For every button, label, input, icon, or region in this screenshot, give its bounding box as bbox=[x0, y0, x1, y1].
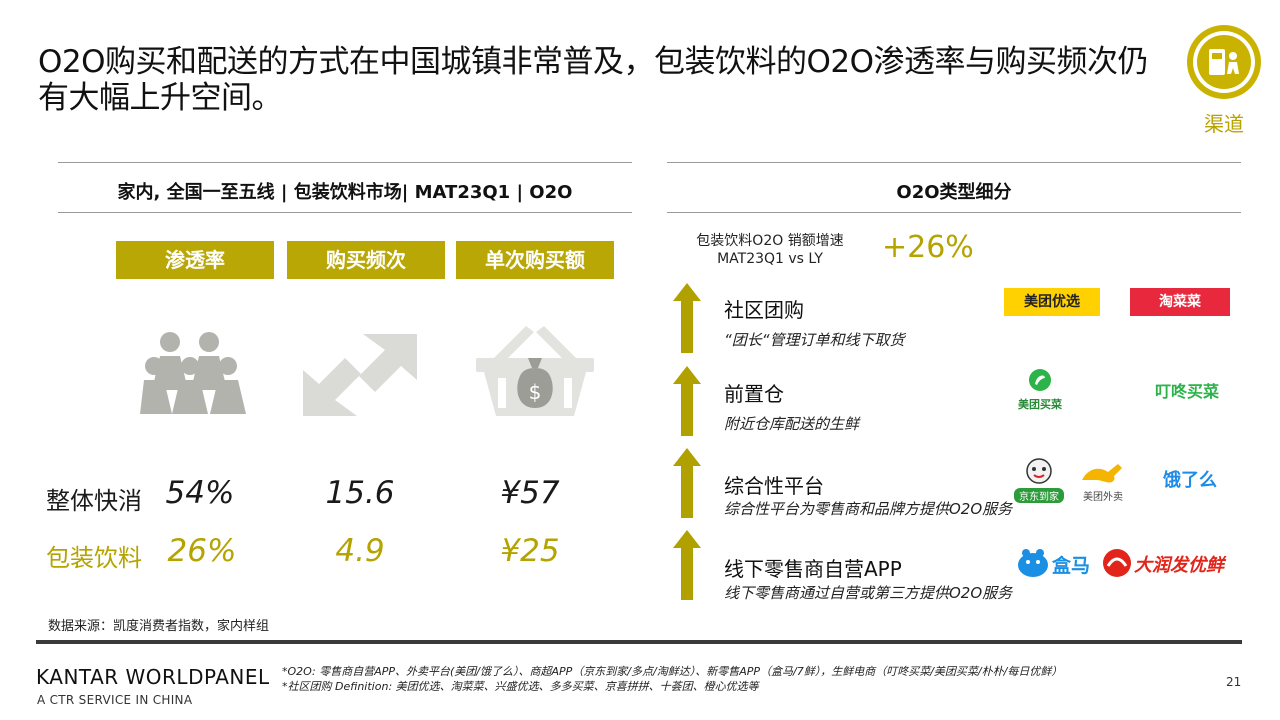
hema-logo: 盒马 bbox=[1016, 548, 1094, 580]
fmcg-frequency-value: 15.6 bbox=[325, 475, 395, 511]
growth-label-line2: MAT23Q1 vs LY bbox=[717, 251, 823, 267]
category-title: 综合性平台 bbox=[724, 474, 824, 498]
channel-badge-label: 渠道 bbox=[1204, 112, 1244, 136]
up-arrow-icon bbox=[673, 366, 701, 436]
metric-spend-header: 单次购买额 bbox=[456, 241, 614, 279]
leaf-icon bbox=[1029, 369, 1051, 391]
divider bbox=[58, 162, 632, 163]
meituan-maicai-logo: 美团买菜 bbox=[1012, 368, 1068, 412]
svg-text:$: $ bbox=[529, 380, 542, 404]
page-number: 21 bbox=[1226, 675, 1242, 689]
up-arrow-icon bbox=[673, 448, 701, 518]
metric-penetration-header: 渗透率 bbox=[116, 241, 274, 279]
row-label-beverage: 包装饮料 bbox=[46, 544, 142, 572]
kantar-subtitle: A CTR SERVICE IN CHINA bbox=[37, 693, 193, 707]
category-title: 前置仓 bbox=[724, 382, 784, 406]
rt-mart-symbol-icon bbox=[1103, 549, 1131, 577]
growth-label: 包装饮料O2O 销额增速 MAT23Q1 vs LY bbox=[684, 232, 856, 268]
row-label-fmcg: 整体快消 bbox=[46, 487, 142, 515]
channel-badge bbox=[1184, 22, 1264, 102]
divider bbox=[58, 212, 632, 213]
category-desc: “团长“管理订单和线下取货 bbox=[724, 331, 905, 349]
beverage-penetration-value: 26% bbox=[167, 533, 237, 569]
shopping-basket-icon: $ bbox=[476, 326, 594, 416]
jd-daojia-logo: 京东到家 bbox=[1014, 458, 1064, 503]
meituan-youxuan-logo: 美团优选 bbox=[1004, 288, 1100, 316]
eleme-logo: 饿了么 bbox=[1163, 470, 1217, 491]
growth-value: +26% bbox=[882, 230, 974, 265]
dingdong-maicai-logo: 叮咚买菜 bbox=[1154, 382, 1219, 401]
data-source: 数据来源：凯度消费者指数，家内样组 bbox=[48, 619, 270, 634]
up-arrow-icon bbox=[673, 283, 701, 353]
fmcg-penetration-value: 54% bbox=[165, 475, 235, 511]
footnotes: *O2O: 零售商自营APP、外卖平台(美团/饿了么）、商超APP（京东到家/多… bbox=[282, 664, 1062, 694]
kantar-logo: KANTAR WORLDPANEL bbox=[36, 665, 270, 689]
left-panel-header: 家内, 全国一至五线 | 包装饮料市场| MAT23Q1 | O2O bbox=[117, 182, 573, 203]
bidirectional-arrows-icon bbox=[303, 334, 417, 416]
fmcg-spend-value: ¥57 bbox=[500, 475, 560, 511]
category-desc: 线下零售商通过自营或第三方提供O2O服务 bbox=[724, 584, 1013, 602]
metric-frequency-header: 购买频次 bbox=[287, 241, 445, 279]
footer-divider bbox=[36, 640, 1242, 644]
dog-mascot-icon bbox=[1026, 458, 1052, 484]
beverage-frequency-value: 4.9 bbox=[335, 533, 385, 569]
people-icon bbox=[140, 332, 246, 414]
meituan-waimai-logo: 美团外卖 bbox=[1076, 462, 1130, 503]
category-desc: 综合性平台为零售商和品牌方提供O2O服务 bbox=[724, 500, 1013, 518]
footnote-o2o: *O2O: 零售商自营APP、外卖平台(美团/饿了么）、商超APP（京东到家/多… bbox=[282, 665, 1063, 678]
taocaicai-logo: 淘菜菜 bbox=[1130, 288, 1230, 316]
rt-mart-youxian-logo: 大润发优鲜 bbox=[1102, 548, 1242, 580]
up-arrow-icon bbox=[673, 530, 701, 600]
footnote-community-group: *社区团购 Definition: 美团优选、淘菜菜、兴盛优选、多多买菜、京喜拼… bbox=[282, 680, 759, 693]
category-title: 社区团购 bbox=[724, 298, 804, 322]
category-title: 线下零售商自营APP bbox=[724, 557, 902, 581]
divider bbox=[667, 162, 1241, 163]
kangaroo-icon bbox=[1082, 464, 1122, 483]
beverage-spend-value: ¥25 bbox=[500, 533, 560, 569]
divider bbox=[667, 212, 1241, 213]
growth-label-line1: 包装饮料O2O 销额增速 bbox=[696, 233, 844, 249]
store-delivery-icon bbox=[1187, 25, 1261, 99]
category-desc: 附近仓库配送的生鲜 bbox=[724, 415, 860, 433]
right-panel-header: O2O类型细分 bbox=[896, 182, 1012, 203]
page-title: O2O购买和配送的方式在中国城镇非常普及，包装饮料的O2O渗透率与购买频次仍有大… bbox=[38, 44, 1149, 116]
hippo-icon bbox=[1018, 549, 1048, 577]
